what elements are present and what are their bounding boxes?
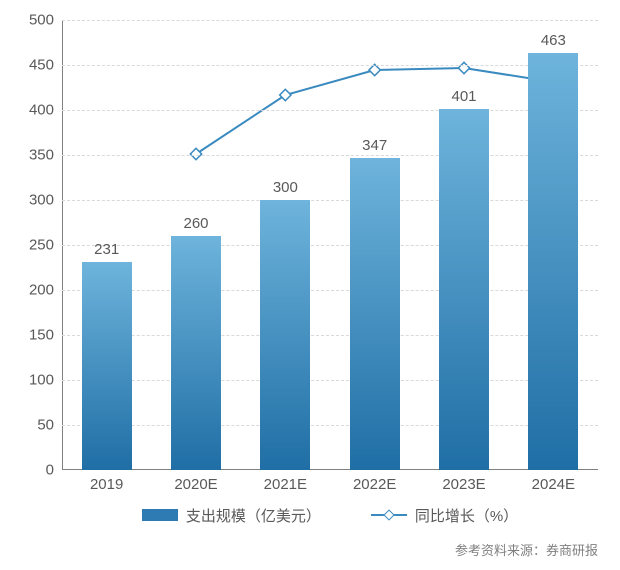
y-tick-label: 150 xyxy=(12,327,62,344)
legend-item-bar: 支出规模（亿美元） xyxy=(142,505,321,526)
y-tick-label: 100 xyxy=(12,372,62,389)
bar-value-label: 347 xyxy=(362,137,387,154)
grid-line xyxy=(62,65,598,66)
bar xyxy=(171,236,221,470)
x-tick-label: 2023E xyxy=(442,470,485,493)
source-text: 参考资料来源：券商研报 xyxy=(455,540,598,559)
legend-item-line: 同比增长（%） xyxy=(371,505,518,526)
bar xyxy=(528,53,578,470)
plot-area: 0501001502002503003504004505002312019260… xyxy=(62,20,598,470)
y-tick-label: 400 xyxy=(12,102,62,119)
x-tick-label: 2020E xyxy=(174,470,217,493)
y-tick-label: 350 xyxy=(12,147,62,164)
grid-line xyxy=(62,335,598,336)
grid-line xyxy=(62,425,598,426)
y-tick-label: 200 xyxy=(12,282,62,299)
x-tick-label: 2024E xyxy=(532,470,575,493)
legend: 支出规模（亿美元） 同比增长（%） xyxy=(62,500,598,530)
bar xyxy=(260,200,310,470)
bar-value-label: 300 xyxy=(273,179,298,196)
bar-value-label: 260 xyxy=(183,215,208,232)
x-tick-label: 2022E xyxy=(353,470,396,493)
y-tick-label: 0 xyxy=(12,462,62,479)
y-tick-label: 300 xyxy=(12,192,62,209)
grid-line xyxy=(62,200,598,201)
chart-container: 0 50 100 150 200 250 300 350 400 450 500 231 2019 260… xyxy=(0,0,620,570)
bar xyxy=(350,158,400,470)
legend-bar-label: 支出规模（亿美元） xyxy=(186,505,321,526)
legend-line-swatch xyxy=(371,509,407,521)
bar-value-label: 231 xyxy=(94,241,119,258)
x-tick-label: 2019 xyxy=(90,470,123,493)
bar xyxy=(439,109,489,470)
grid-line xyxy=(62,155,598,156)
x-tick-label: 2021E xyxy=(264,470,307,493)
y-tick-label: 450 xyxy=(12,57,62,74)
grid-line xyxy=(62,290,598,291)
bar-value-label: 463 xyxy=(541,32,566,49)
y-tick-label: 500 xyxy=(12,12,62,29)
legend-line-label: 同比增长（%） xyxy=(415,505,518,526)
bar xyxy=(82,262,132,470)
grid-line xyxy=(62,245,598,246)
grid-line xyxy=(62,20,598,21)
grid-line xyxy=(62,110,598,111)
bar-value-label: 401 xyxy=(451,88,476,105)
grid-line xyxy=(62,380,598,381)
y-tick-label: 50 xyxy=(12,417,62,434)
diamond-icon xyxy=(383,509,394,520)
y-tick-label: 250 xyxy=(12,237,62,254)
legend-bar-swatch xyxy=(142,509,178,521)
